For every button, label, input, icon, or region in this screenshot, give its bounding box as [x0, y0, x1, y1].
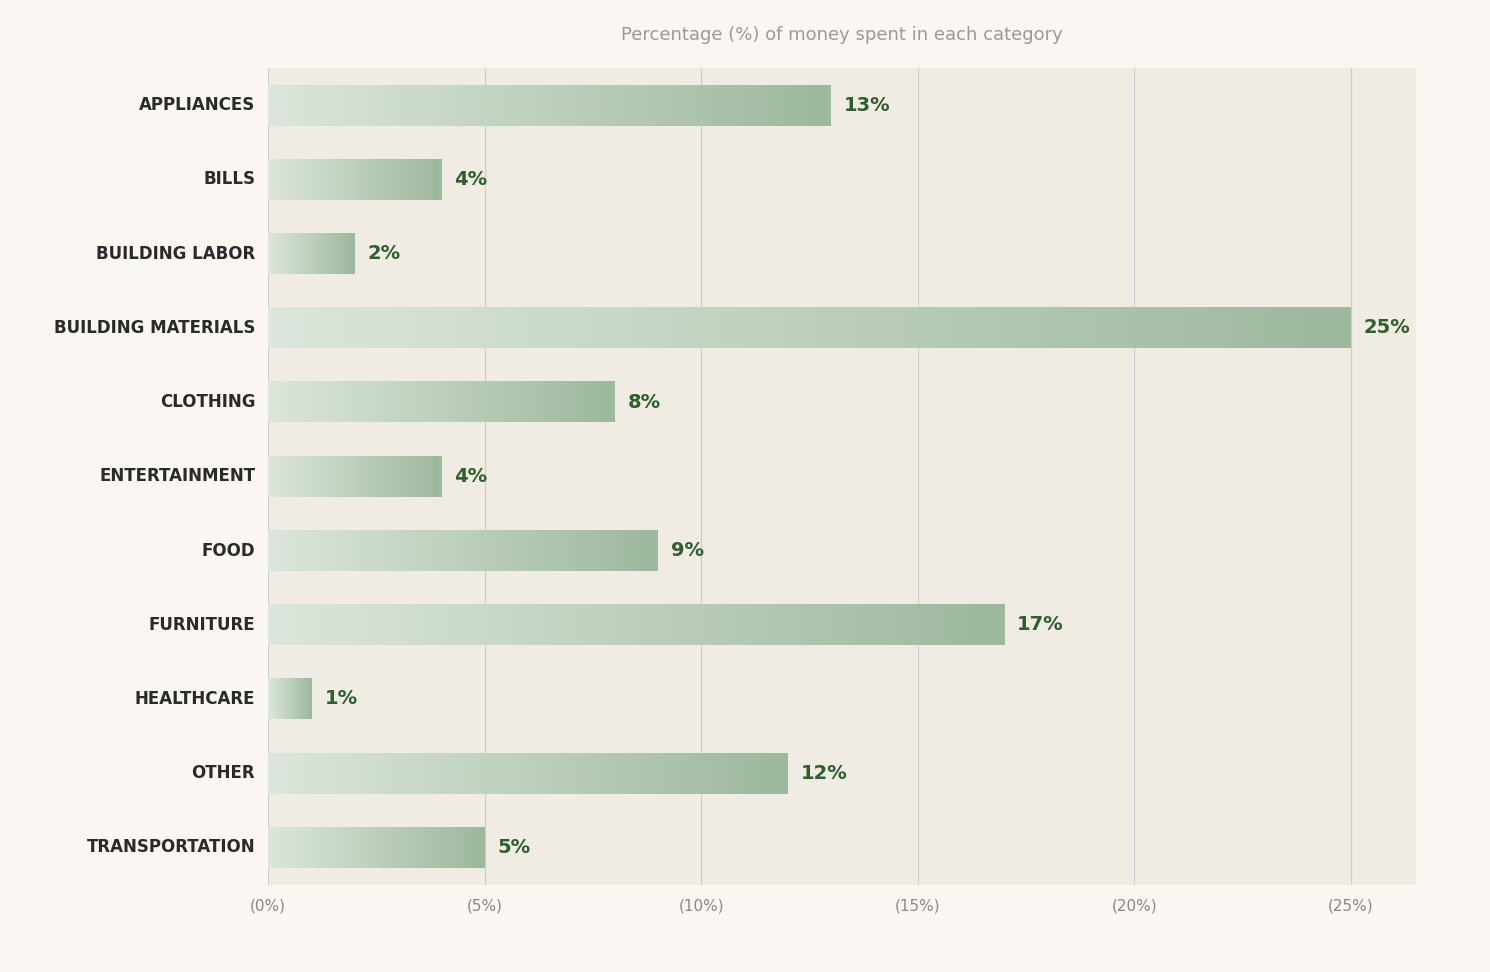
- Title: Percentage (%) of money spent in each category: Percentage (%) of money spent in each ca…: [621, 26, 1062, 45]
- Bar: [246, 68, 1481, 142]
- Text: 13%: 13%: [843, 95, 891, 115]
- Text: 9%: 9%: [670, 541, 703, 560]
- Text: BILLS: BILLS: [203, 170, 255, 189]
- Bar: [246, 364, 1481, 439]
- Bar: [246, 439, 1481, 513]
- Text: 5%: 5%: [498, 838, 530, 857]
- Text: ENTERTAINMENT: ENTERTAINMENT: [100, 468, 255, 485]
- Bar: [767, 752, 788, 793]
- Bar: [246, 662, 1481, 736]
- Text: CLOTHING: CLOTHING: [159, 393, 255, 411]
- Text: 4%: 4%: [454, 170, 487, 189]
- Bar: [246, 513, 1481, 588]
- Text: APPLIANCES: APPLIANCES: [139, 96, 255, 114]
- Text: TRANSPORTATION: TRANSPORTATION: [86, 839, 255, 856]
- Bar: [435, 159, 441, 200]
- Text: 12%: 12%: [800, 764, 848, 782]
- Bar: [1307, 307, 1350, 348]
- Text: 25%: 25%: [1363, 318, 1411, 337]
- Bar: [310, 678, 311, 719]
- Text: OTHER: OTHER: [192, 764, 255, 782]
- Text: BUILDING MATERIALS: BUILDING MATERIALS: [54, 319, 255, 337]
- Text: FURNITURE: FURNITURE: [149, 615, 255, 634]
- Text: 8%: 8%: [627, 393, 660, 411]
- Text: 4%: 4%: [454, 467, 487, 486]
- Bar: [475, 827, 484, 868]
- Text: 2%: 2%: [368, 244, 401, 263]
- Bar: [246, 736, 1481, 811]
- Text: 1%: 1%: [325, 689, 358, 709]
- Bar: [352, 233, 355, 274]
- Bar: [246, 142, 1481, 217]
- Bar: [642, 530, 659, 571]
- Text: HEALTHCARE: HEALTHCARE: [134, 690, 255, 708]
- Text: FOOD: FOOD: [201, 541, 255, 560]
- Bar: [435, 456, 441, 497]
- Bar: [974, 605, 1004, 645]
- Bar: [246, 217, 1481, 291]
- Bar: [246, 588, 1481, 662]
- Bar: [246, 291, 1481, 364]
- Text: 17%: 17%: [1018, 615, 1064, 635]
- Text: BUILDING LABOR: BUILDING LABOR: [95, 245, 255, 262]
- Bar: [809, 85, 831, 125]
- Bar: [600, 382, 614, 423]
- Bar: [246, 811, 1481, 885]
